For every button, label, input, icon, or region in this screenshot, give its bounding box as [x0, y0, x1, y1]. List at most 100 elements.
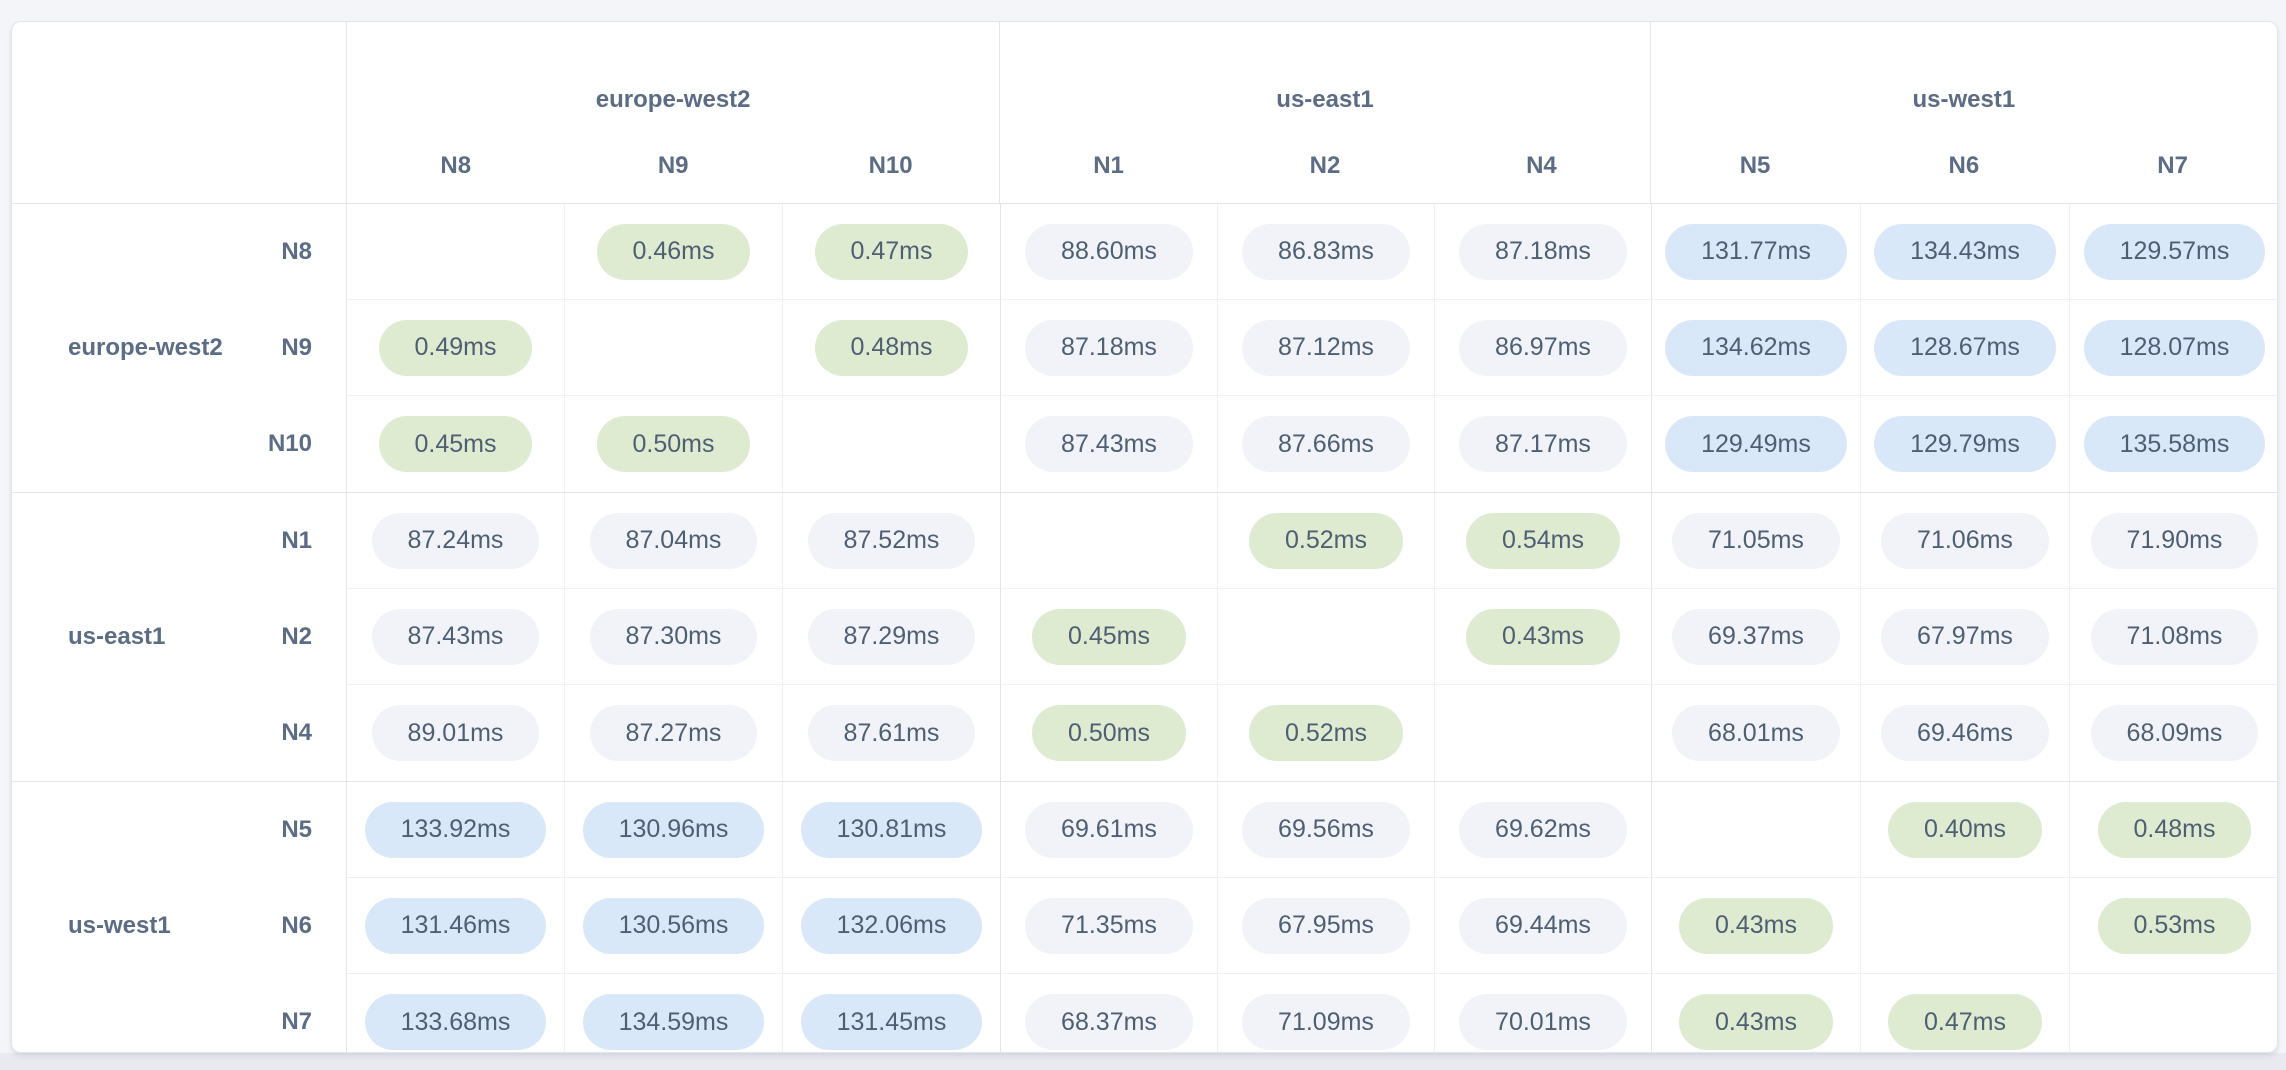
latency-pill[interactable]: 0.43ms	[1679, 897, 1833, 954]
latency-pill[interactable]: 0.50ms	[596, 416, 751, 472]
latency-pill[interactable]: 87.24ms	[371, 512, 540, 569]
latency-cell-N5-col0: 133.92ms	[347, 782, 565, 878]
latency-cell-N8-col2: 0.47ms	[783, 204, 1001, 300]
latency-pill[interactable]: 87.29ms	[807, 608, 976, 665]
latency-pill[interactable]: 70.01ms	[1459, 994, 1627, 1050]
latency-pill[interactable]: 71.06ms	[1881, 512, 2049, 569]
latency-pill[interactable]: 0.53ms	[2097, 897, 2252, 954]
latency-pill[interactable]: 89.01ms	[371, 705, 540, 761]
latency-pill[interactable]: 0.43ms	[1466, 608, 1620, 665]
latency-pill[interactable]: 132.06ms	[800, 897, 983, 954]
latency-pill[interactable]: 69.37ms	[1672, 608, 1840, 665]
latency-cell-empty-N1-self	[1001, 493, 1218, 589]
latency-pill[interactable]: 134.62ms	[1665, 319, 1847, 376]
latency-cell-N1-col2: 87.52ms	[783, 493, 1001, 589]
latency-pill[interactable]: 128.07ms	[2083, 319, 2266, 376]
latency-pill[interactable]: 87.18ms	[1025, 319, 1193, 376]
latency-pill[interactable]: 129.79ms	[1874, 416, 2056, 472]
latency-pill[interactable]: 131.45ms	[800, 994, 983, 1050]
row-node-label-N9: N9	[281, 334, 312, 361]
latency-pill[interactable]: 68.37ms	[1025, 994, 1193, 1050]
latency-cell-N2-col0: 87.43ms	[347, 589, 565, 685]
latency-pill[interactable]: 86.97ms	[1459, 319, 1627, 376]
latency-pill[interactable]: 0.47ms	[1888, 994, 2042, 1050]
latency-cell-N1-col6: 71.05ms	[1652, 493, 1861, 589]
latency-pill[interactable]: 134.43ms	[1874, 223, 2056, 280]
latency-pill[interactable]: 0.54ms	[1466, 512, 1620, 569]
column-group-header-europe-west2: europe-west2 N8 N9 N10	[347, 22, 1001, 203]
latency-pill[interactable]: 68.01ms	[1672, 705, 1840, 761]
latency-cell-empty-N7-self	[2070, 974, 2277, 1052]
latency-pill[interactable]: 69.44ms	[1459, 897, 1627, 954]
latency-pill[interactable]: 87.17ms	[1459, 416, 1627, 472]
latency-pill[interactable]: 87.12ms	[1242, 319, 1410, 376]
latency-pill[interactable]: 0.45ms	[1032, 608, 1186, 665]
latency-pill[interactable]: 87.43ms	[1025, 416, 1193, 472]
latency-pill[interactable]: 68.09ms	[2090, 705, 2259, 761]
latency-pill[interactable]: 0.52ms	[1249, 512, 1403, 569]
latency-pill[interactable]: 69.61ms	[1025, 801, 1193, 858]
latency-pill[interactable]: 0.49ms	[378, 319, 533, 376]
latency-pill[interactable]: 0.40ms	[1888, 801, 2042, 858]
latency-pill[interactable]: 69.62ms	[1459, 801, 1627, 858]
latency-pill[interactable]: 0.45ms	[378, 416, 533, 472]
latency-pill[interactable]: 87.27ms	[589, 705, 758, 761]
latency-pill[interactable]: 71.09ms	[1242, 994, 1410, 1050]
latency-pill[interactable]: 135.58ms	[2083, 416, 2266, 472]
latency-cell-N6-col2: 132.06ms	[783, 878, 1001, 974]
row-node-label-N4: N4	[281, 719, 312, 746]
latency-cell-N5-col7: 0.40ms	[1861, 782, 2070, 878]
latency-pill[interactable]: 87.30ms	[589, 608, 758, 665]
latency-row-N7: 133.68ms 134.59ms 131.45ms 68.37ms 71.09ms 70…	[347, 974, 2277, 1052]
latency-pill[interactable]: 71.05ms	[1672, 512, 1840, 569]
latency-pill[interactable]: 67.95ms	[1242, 897, 1410, 954]
latency-pill[interactable]: 88.60ms	[1025, 223, 1193, 280]
column-node-label-N5: N5	[1739, 152, 1771, 179]
latency-row-N1: 87.24ms 87.04ms 87.52ms 0.52ms 0.54ms 71.05ms…	[347, 493, 2277, 589]
latency-pill[interactable]: 130.81ms	[800, 801, 983, 858]
latency-pill[interactable]: 129.57ms	[2083, 223, 2266, 280]
latency-cell-N2-col3: 0.45ms	[1001, 589, 1218, 685]
latency-pill[interactable]: 69.46ms	[1881, 705, 2049, 761]
column-node-label-N2: N2	[1309, 152, 1341, 179]
latency-pill[interactable]: 0.43ms	[1679, 994, 1833, 1050]
latency-pill[interactable]: 133.68ms	[364, 994, 547, 1050]
latency-pill[interactable]: 130.96ms	[582, 801, 765, 858]
latency-cell-N7-col0: 133.68ms	[347, 974, 565, 1052]
latency-cell-N9-col6: 134.62ms	[1652, 300, 1861, 396]
latency-pill[interactable]: 87.66ms	[1242, 416, 1410, 472]
latency-pill[interactable]: 131.46ms	[364, 897, 547, 954]
latency-pill[interactable]: 87.18ms	[1459, 223, 1627, 280]
column-group-header-us-west1: us-west1 N5 N6 N7	[1651, 22, 2277, 203]
matrix-column-header-row: europe-west2 N8 N9 N10 us-east1 N1 N2 N4 us-west…	[12, 22, 2277, 204]
latency-pill[interactable]: 69.56ms	[1242, 801, 1410, 858]
latency-cell-N9-col4: 87.12ms	[1218, 300, 1435, 396]
latency-row-N9: 0.49ms 0.48ms 87.18ms 87.12ms 86.97ms 134.62m…	[347, 300, 2277, 396]
latency-cell-N1-col7: 71.06ms	[1861, 493, 2070, 589]
latency-cell-N4-col2: 87.61ms	[783, 685, 1001, 781]
latency-pill[interactable]: 71.08ms	[2090, 608, 2259, 665]
latency-pill[interactable]: 133.92ms	[364, 801, 547, 858]
latency-pill[interactable]: 0.52ms	[1249, 705, 1403, 761]
latency-pill[interactable]: 130.56ms	[582, 897, 765, 954]
latency-pill[interactable]: 71.35ms	[1025, 897, 1193, 954]
latency-pill[interactable]: 128.67ms	[1874, 319, 2056, 376]
latency-pill[interactable]: 0.48ms	[814, 319, 969, 376]
latency-pill[interactable]: 131.77ms	[1665, 223, 1847, 280]
latency-pill[interactable]: 87.43ms	[371, 608, 540, 665]
latency-pill[interactable]: 129.49ms	[1665, 416, 1847, 472]
latency-pill[interactable]: 87.52ms	[807, 512, 976, 569]
latency-pill[interactable]: 71.90ms	[2090, 512, 2259, 569]
latency-pill[interactable]: 0.48ms	[2097, 801, 2252, 858]
latency-cell-N6-col4: 67.95ms	[1218, 878, 1435, 974]
latency-pill[interactable]: 0.50ms	[1032, 705, 1186, 761]
latency-pill[interactable]: 87.04ms	[589, 512, 758, 569]
latency-row-N10: 0.45ms 0.50ms 87.43ms 87.66ms 87.17ms 129.49m…	[347, 396, 2277, 492]
latency-pill[interactable]: 86.83ms	[1242, 223, 1410, 280]
latency-pill[interactable]: 87.61ms	[807, 705, 976, 761]
latency-pill[interactable]: 67.97ms	[1881, 608, 2049, 665]
latency-pill[interactable]: 0.46ms	[596, 223, 751, 280]
latency-cell-N1-col4: 0.52ms	[1218, 493, 1435, 589]
latency-pill[interactable]: 134.59ms	[582, 994, 765, 1050]
latency-pill[interactable]: 0.47ms	[814, 223, 969, 280]
